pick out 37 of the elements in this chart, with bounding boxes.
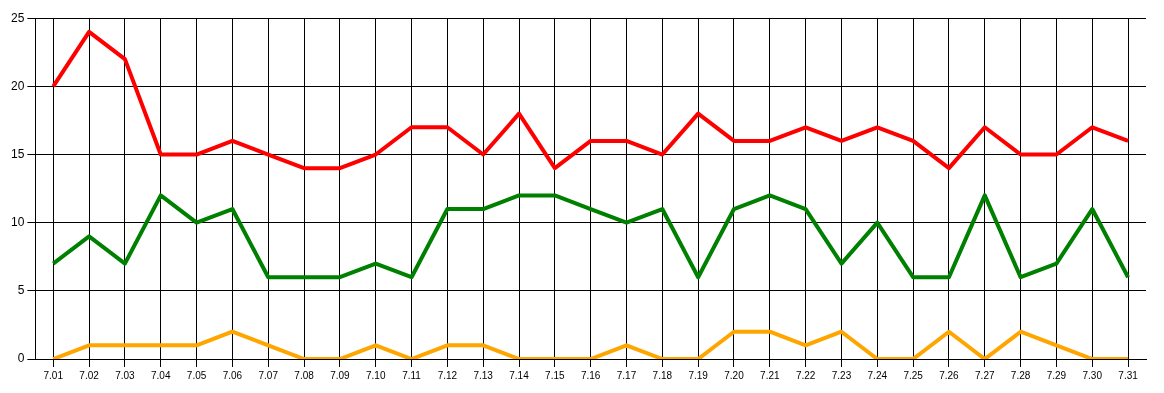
x-tick-label: 7.28 <box>1010 369 1031 381</box>
x-tick-label: 7.08 <box>294 369 315 381</box>
y-tick-label: 10 <box>10 214 25 229</box>
x-tick-label: 7.23 <box>831 369 852 381</box>
x-tick-label: 7.02 <box>79 369 100 381</box>
x-tick-label: 7.26 <box>939 369 960 381</box>
x-tick-label: 7.15 <box>545 369 566 381</box>
x-tick-label: 7.29 <box>1046 369 1067 381</box>
x-tick-label: 7.24 <box>867 369 888 381</box>
x-tick-label: 7.11 <box>402 369 422 381</box>
x-tick-label: 7.19 <box>688 369 709 381</box>
x-tick-label: 7.20 <box>724 369 745 381</box>
y-tick-label: 5 <box>17 283 25 298</box>
x-tick-label: 7.27 <box>975 369 995 381</box>
x-tick-label: 7.16 <box>580 369 601 381</box>
x-tick-label: 7.01 <box>43 369 64 381</box>
y-tick-label: 20 <box>10 78 25 93</box>
x-tick-label: 7.10 <box>365 369 386 381</box>
x-tick-label: 7.21 <box>760 369 780 381</box>
x-tick-label: 7.22 <box>795 369 816 381</box>
x-tick-label: 7.13 <box>473 369 494 381</box>
x-tick-label: 7.14 <box>509 369 530 381</box>
x-tick-label: 7.17 <box>616 369 637 381</box>
x-tick-label: 7.04 <box>151 369 171 381</box>
x-tick-label: 7.18 <box>652 369 673 381</box>
y-tick-label: 0 <box>17 351 25 366</box>
y-tick-label: 15 <box>10 146 25 161</box>
x-tick-label: 7.25 <box>903 369 924 381</box>
x-tick-label: 7.06 <box>222 369 243 381</box>
x-tick-label: 7.30 <box>1082 369 1103 381</box>
x-tick-label: 7.07 <box>258 369 279 381</box>
x-tick-label: 7.09 <box>330 369 351 381</box>
y-tick-label: 25 <box>10 10 25 25</box>
x-tick-label: 7.12 <box>437 369 458 381</box>
x-tick-label: 7.31 <box>1118 369 1139 381</box>
x-tick-label: 7.05 <box>186 369 207 381</box>
x-tick-label: 7.03 <box>115 369 136 381</box>
